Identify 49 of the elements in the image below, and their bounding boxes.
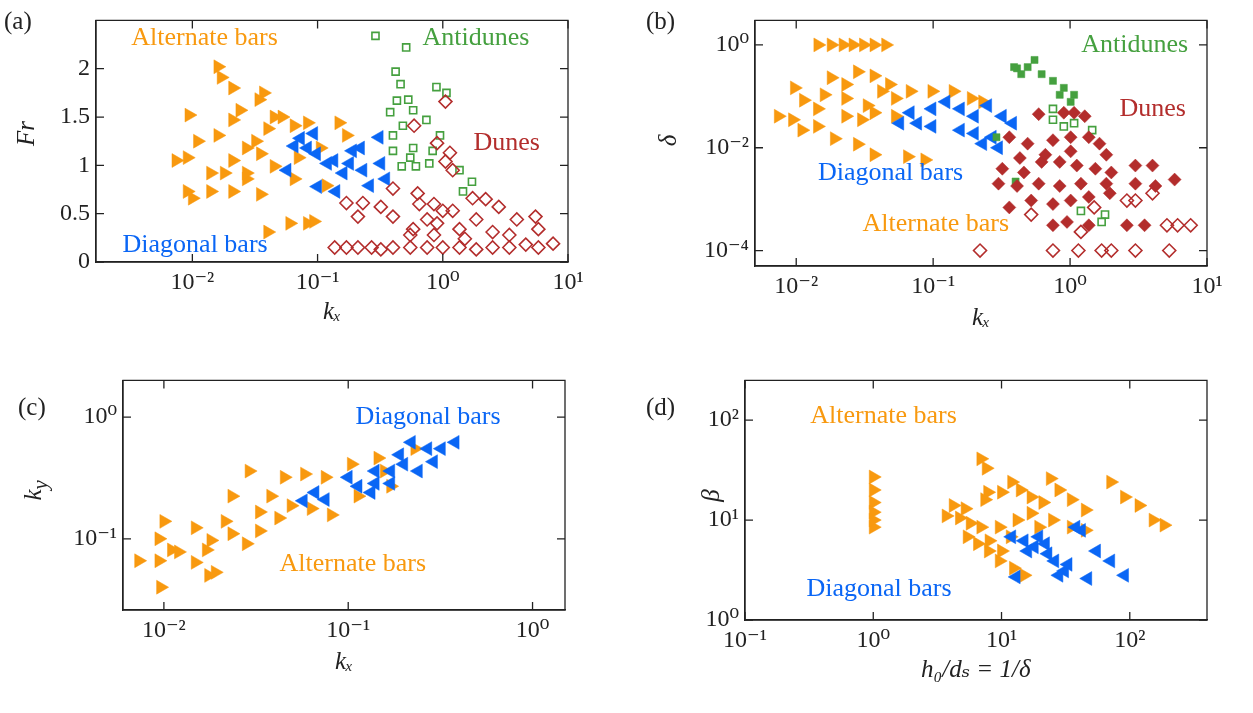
- series-label: Alternate bars: [279, 547, 427, 577]
- y-tick-label: 2: [78, 54, 90, 81]
- y-tick-label: 10⁰: [83, 402, 117, 429]
- y-tick-label: 10¹: [707, 505, 739, 532]
- series-label: Alternate bars: [862, 208, 1010, 238]
- series-label: Antidunes: [1081, 28, 1189, 58]
- y-tick-label: 10⁻⁴: [703, 235, 749, 262]
- text: (d): [646, 393, 676, 420]
- x-axis-title: kₓ: [972, 302, 991, 330]
- series-label: Alternate bars: [131, 22, 278, 52]
- series-label: Dunes: [473, 127, 540, 157]
- chart-title: (b): [646, 7, 676, 34]
- text: Diagonal bars: [122, 228, 268, 258]
- y-tick-label: 10⁻¹: [73, 524, 117, 551]
- y-tick-label: 10⁰: [715, 30, 749, 57]
- y-tick-label: 0: [78, 247, 90, 274]
- x-tick-label: 10⁰: [856, 625, 891, 652]
- text: Diagonal bars: [806, 572, 952, 602]
- y-axis-title: δ: [654, 134, 682, 146]
- x-axis-title: kₓ: [335, 646, 354, 674]
- x-tick-label: 10⁻¹: [295, 267, 340, 294]
- text: (c): [18, 393, 46, 420]
- series-label: Dunes: [1119, 92, 1186, 122]
- x-tick-label: 10⁰: [515, 615, 550, 642]
- y-axis-title: β: [696, 488, 724, 502]
- x-tick-label: 10¹: [552, 267, 584, 294]
- x-tick-label: 10⁻²: [141, 615, 186, 642]
- chart-title: (a): [4, 7, 32, 34]
- y-tick-label: 1.5: [60, 102, 90, 129]
- series-label: Alternate bars: [810, 400, 957, 430]
- y-tick-label: 10²: [707, 405, 739, 432]
- x-tick-label: 10¹: [1191, 271, 1223, 298]
- y-tick-label: 0.5: [60, 198, 90, 225]
- x-tick-label: 10²: [1114, 625, 1146, 652]
- x-tick-label: 10⁻¹: [911, 271, 956, 298]
- x-tick-label: 10⁰: [425, 267, 460, 294]
- series-label: Diagonal bars: [818, 156, 964, 186]
- y-axis-title: Fr: [11, 120, 39, 146]
- x-tick-label: 10⁰: [1053, 271, 1087, 298]
- series-label: Diagonal bars: [355, 400, 501, 430]
- x-tick-label: 10¹: [985, 625, 1018, 652]
- series-label: Antidunes: [422, 22, 530, 52]
- y-tick-label: 1: [78, 150, 90, 177]
- x-tick-label: 10⁻¹: [326, 615, 371, 642]
- x-tick-label: 10⁻²: [774, 271, 819, 298]
- y-tick-label: 10⁻²: [705, 133, 749, 160]
- x-axis-title: kₓ: [323, 296, 342, 324]
- x-axis-title: h₀/dₛ = 1/δ: [921, 654, 1031, 682]
- x-tick-label: 10⁻²: [170, 267, 215, 294]
